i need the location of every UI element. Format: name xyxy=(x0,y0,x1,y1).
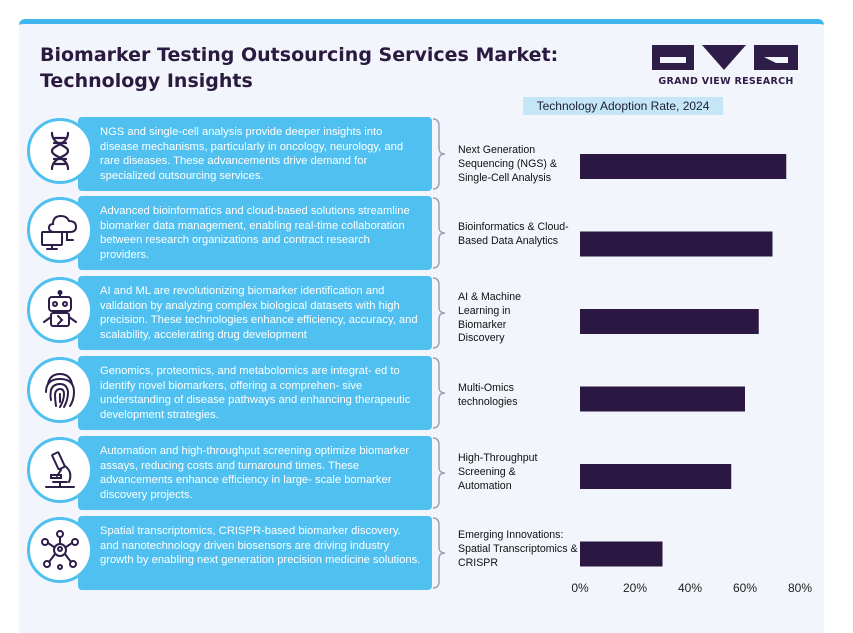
brace-icon xyxy=(432,357,446,429)
brace-icon xyxy=(432,517,446,589)
insight-text: Genomics, proteomics, and metabolomics a… xyxy=(100,365,411,421)
category-label-ngs: Next Generation Sequencing (NGS) & Singl… xyxy=(458,144,557,184)
robot-icon xyxy=(43,290,77,327)
bar-4 xyxy=(580,386,745,412)
insight-icon-circle xyxy=(27,357,93,423)
fingerprint-icon xyxy=(45,372,76,408)
cloud-computer-icon xyxy=(41,214,78,250)
x-tick-label: 60% xyxy=(733,581,757,595)
bar-2 xyxy=(580,231,773,257)
grand-view-research-logo xyxy=(652,45,798,70)
category-label-bioinformatics: Bioinformatics & Cloud-Based Data Analyt… xyxy=(458,221,569,247)
x-tick-label: 0% xyxy=(571,581,589,595)
bar-6 xyxy=(580,541,663,567)
x-tick-label: 80% xyxy=(788,581,812,595)
insight-icon-circle xyxy=(27,197,93,263)
microscope-icon xyxy=(45,451,75,488)
insight-box-ai-ml: AI and ML are revolutionizing biomarker … xyxy=(78,276,432,350)
category-label-emerging: Emerging Innovations: Spatial Transcript… xyxy=(458,529,578,569)
bar-3 xyxy=(580,309,759,334)
adoption-bar-chart: 0% 20% 40% 60% 80% xyxy=(571,154,812,595)
title-line-1: Biomarker Testing Outsourcing Services M… xyxy=(40,44,559,66)
insight-box-bioinformatics: Advanced bioinformatics and cloud-based … xyxy=(78,196,432,270)
logo-text: GRAND VIEW RESEARCH xyxy=(658,76,794,87)
x-tick-label: 20% xyxy=(623,581,647,595)
bar-5 xyxy=(580,464,732,489)
bar-1 xyxy=(580,154,787,179)
title-line-2: Technology Insights xyxy=(40,70,253,92)
insight-icon-circle xyxy=(27,437,93,503)
insight-icon-circle xyxy=(27,517,93,583)
insight-box-multi-omics: Genomics, proteomics, and metabolomics a… xyxy=(78,356,432,430)
network-icon xyxy=(41,530,79,570)
insight-box-high-throughput: Automation and high-throughput screening… xyxy=(78,436,432,510)
page-title: Biomarker Testing Outsourcing Services M… xyxy=(40,42,600,94)
insight-icon-circle xyxy=(27,118,93,184)
brace-icon xyxy=(432,197,446,269)
insight-text: Advanced bioinformatics and cloud-based … xyxy=(100,205,410,261)
insight-text: AI and ML are revolutionizing biomarker … xyxy=(100,285,418,341)
category-label-high-throughput: High-Throughput Screening & Automation xyxy=(458,452,538,492)
insight-text: Automation and high-throughput screening… xyxy=(100,445,410,501)
insight-text: NGS and single-cell analysis provide dee… xyxy=(100,126,404,182)
brace-icon xyxy=(432,277,446,349)
chart-title: Technology Adoption Rate, 2024 xyxy=(523,97,723,115)
insight-text: Spatial transcriptomics, CRISPR-based bi… xyxy=(100,525,421,567)
insight-icon-circle xyxy=(27,277,93,343)
category-label-ai-ml: AI & Machine Learning in Biomarker Disco… xyxy=(458,291,522,345)
insight-box-emerging: Spatial transcriptomics, CRISPR-based bi… xyxy=(78,516,432,590)
brace-icon xyxy=(432,437,446,509)
insight-box-ngs: NGS and single-cell analysis provide dee… xyxy=(78,117,432,191)
dna-icon xyxy=(50,131,70,171)
brace-icon xyxy=(432,118,446,190)
x-tick-label: 40% xyxy=(678,581,702,595)
category-label-multi-omics: Multi-Omics technologies xyxy=(458,382,518,408)
